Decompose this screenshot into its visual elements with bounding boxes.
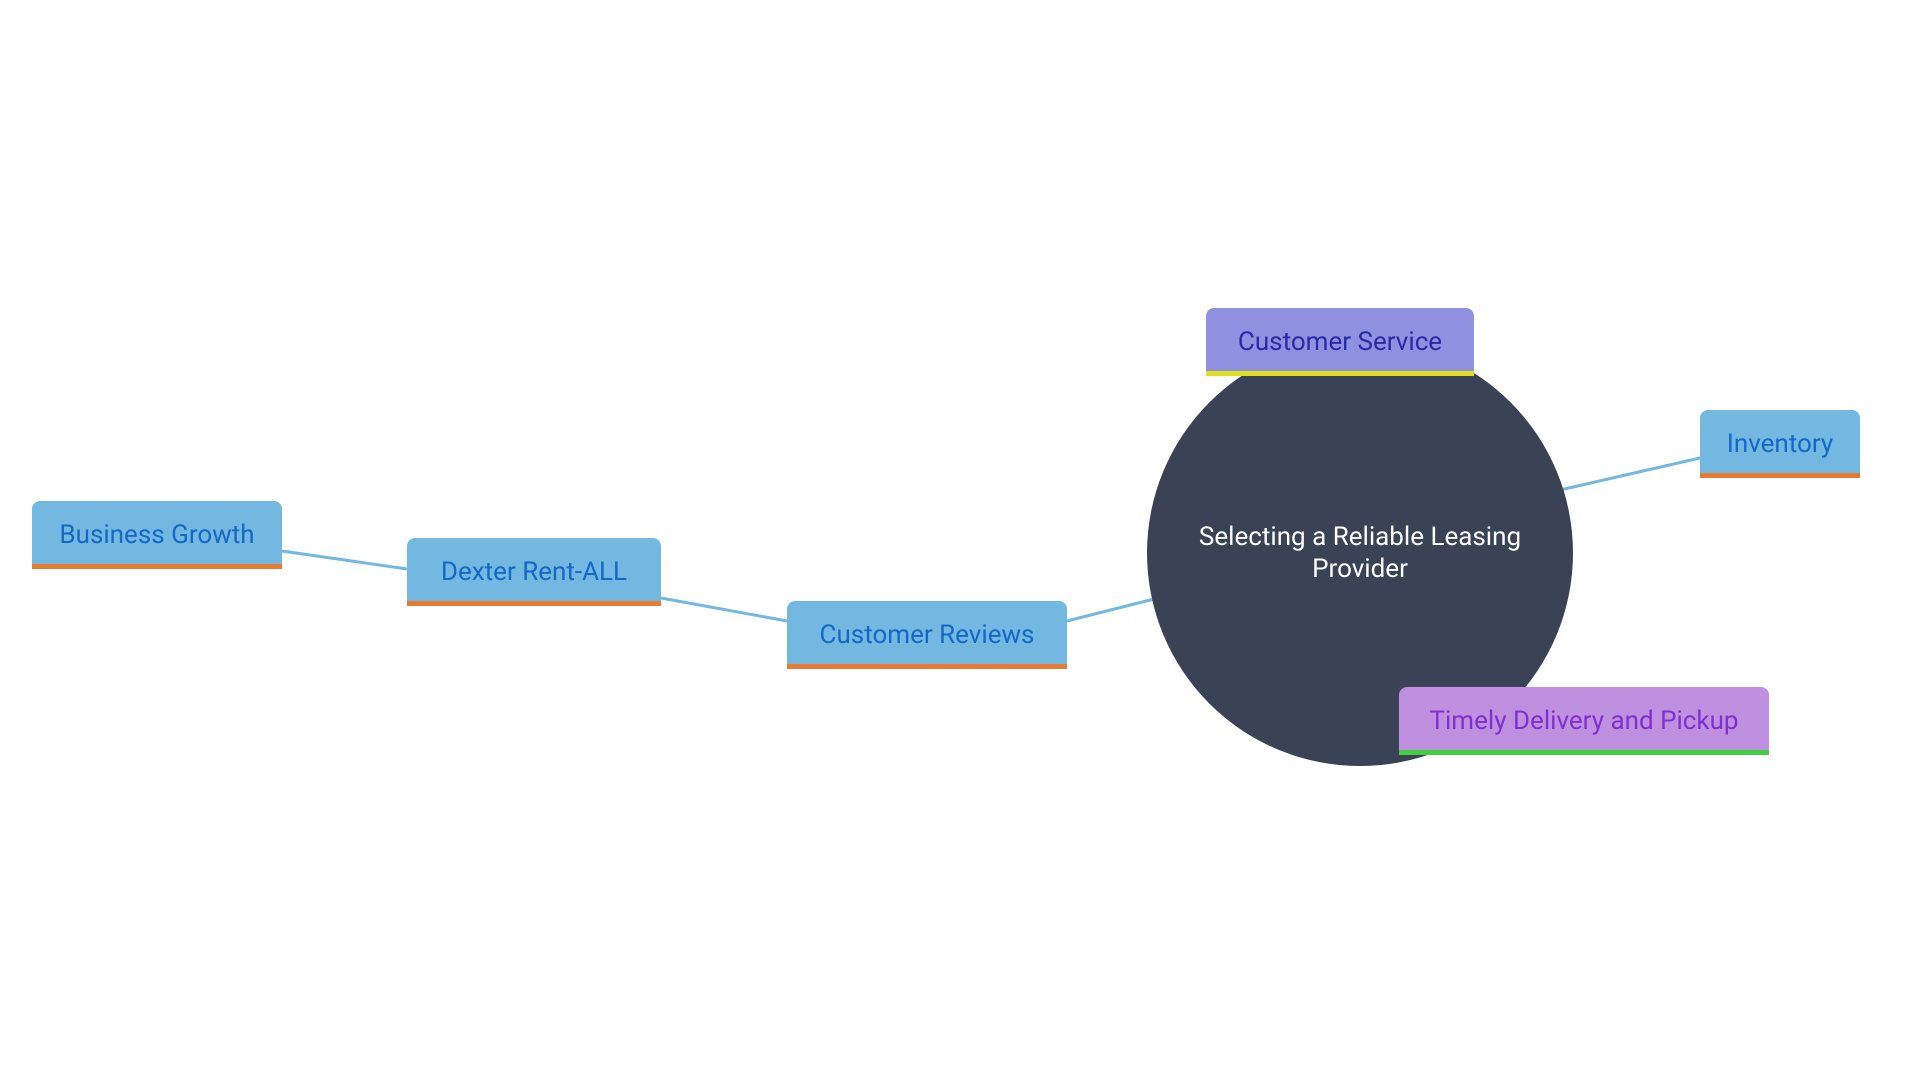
node-timely-delivery: Timely Delivery and Pickup xyxy=(1399,687,1769,755)
node-underline xyxy=(1700,473,1860,478)
node-label: Customer Service xyxy=(1238,327,1442,357)
node-underline xyxy=(1206,371,1474,376)
node-label: Dexter Rent-ALL xyxy=(441,557,627,587)
node-underline xyxy=(1399,750,1769,755)
node-business-growth: Business Growth xyxy=(32,501,282,569)
node-customer-service: Customer Service xyxy=(1206,308,1474,376)
node-label: Timely Delivery and Pickup xyxy=(1429,706,1738,736)
node-underline xyxy=(32,564,282,569)
edge-central-inventory xyxy=(1560,458,1700,490)
edge-business-growth-dexter-rent-all xyxy=(282,551,407,569)
node-customer-reviews: Customer Reviews xyxy=(787,601,1067,669)
diagram-canvas: Selecting a Reliable Leasing Provider Bus… xyxy=(0,0,1920,1080)
node-label: Business Growth xyxy=(59,520,254,550)
node-label: Inventory xyxy=(1727,429,1833,459)
node-underline xyxy=(787,664,1067,669)
node-label: Selecting a Reliable Leasing Provider xyxy=(1187,521,1533,586)
node-label: Customer Reviews xyxy=(820,620,1035,650)
node-inventory: Inventory xyxy=(1700,410,1860,478)
node-dexter-rent-all: Dexter Rent-ALL xyxy=(407,538,661,606)
node-underline xyxy=(407,601,661,606)
edge-dexter-rent-all-customer-reviews xyxy=(661,598,787,621)
edges-layer xyxy=(0,0,1920,1080)
